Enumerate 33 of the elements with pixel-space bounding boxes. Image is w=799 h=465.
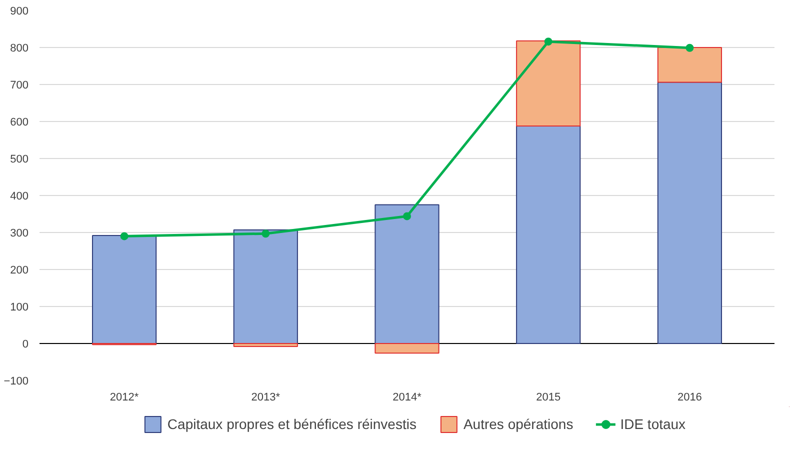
bar — [92, 234, 157, 344]
x-tick-label: 2014* — [392, 392, 422, 404]
y-tick-label: 300 — [10, 228, 29, 240]
y-tick-label: 500 — [10, 154, 29, 166]
y-tick-label: 800 — [10, 42, 29, 54]
legend-label: Autres opérations — [463, 416, 574, 432]
bar — [233, 343, 298, 347]
bar — [657, 82, 722, 344]
point — [120, 232, 128, 240]
y-tick-label: 700 — [10, 80, 29, 92]
x-tick-label: 2013* — [251, 392, 281, 404]
y-tick-label: 100 — [10, 302, 29, 314]
bar — [374, 343, 440, 354]
point — [262, 230, 270, 238]
y-tick-label: 200 — [10, 264, 29, 276]
y-tick-label: 0 — [22, 338, 29, 350]
y-tick-label: 900 — [10, 6, 29, 18]
bar — [233, 229, 298, 344]
point — [686, 44, 694, 52]
x-tick-label: 2012* — [110, 392, 140, 404]
y-tick-label: −100 — [4, 376, 29, 388]
bar — [657, 47, 722, 83]
x-tick-label: 2015 — [536, 392, 561, 404]
x-tick-label: 2016 — [677, 392, 702, 404]
point — [403, 212, 411, 220]
point — [544, 38, 552, 46]
legend-label: Capitaux propres et bénéfices réinvestis — [167, 416, 416, 432]
bar — [516, 40, 581, 126]
legend-label: IDE totaux — [620, 416, 686, 432]
y-tick-label: 600 — [10, 116, 29, 128]
bar — [374, 204, 440, 344]
bar — [516, 125, 581, 344]
y-tick-label: 400 — [10, 190, 29, 202]
